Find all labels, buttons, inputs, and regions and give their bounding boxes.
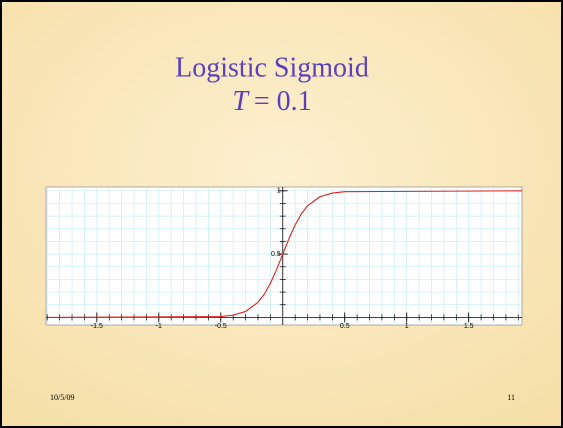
subtitle-variable: T [232, 86, 250, 117]
chart-title: Logistic Sigmoid [175, 52, 369, 83]
plot-area [45, 186, 523, 326]
x-tick-label: 0.5 [340, 323, 350, 330]
x-tick-label: 1 [405, 323, 409, 330]
y-tick-label: 0.5 [271, 251, 281, 258]
sigmoid-curve [47, 190, 523, 318]
y-tick-label: 1 [277, 188, 281, 195]
slide-number: 11 [507, 393, 515, 402]
x-tick-label: -0.5 [215, 323, 227, 330]
x-tick-label: 1.5 [464, 323, 474, 330]
x-tick-label: -1.5 [91, 323, 103, 330]
x-tick-label: -1 [156, 323, 162, 330]
chart-subtitle: T = 0.1 [232, 86, 311, 117]
slide-date: 10/5/09 [50, 393, 74, 402]
subtitle-value: = 0.1 [254, 86, 312, 117]
